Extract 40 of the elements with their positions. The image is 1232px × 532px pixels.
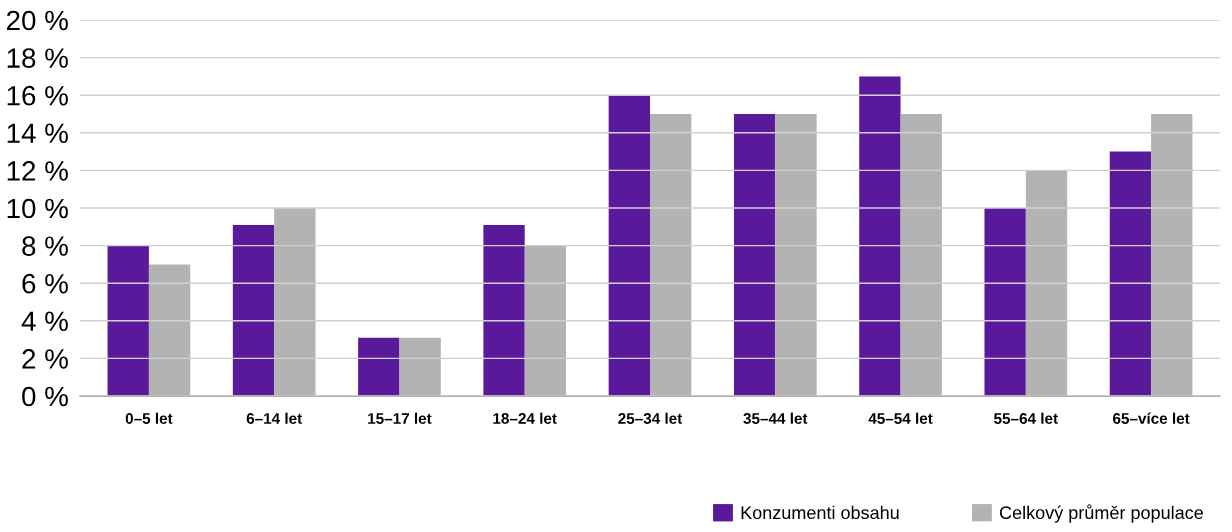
x-tick-label: 55–64 let <box>994 412 1058 424</box>
y-tick-label: 14 % <box>7 123 68 144</box>
bar <box>232 224 275 396</box>
y-tick-label: 8 % <box>22 236 68 256</box>
bar <box>524 245 567 396</box>
bar <box>1109 151 1152 396</box>
x-tick-label: 18–24 let <box>493 412 557 424</box>
x-tick-label: 35–44 let <box>743 412 808 424</box>
y-tick-label: 12 % <box>7 161 68 181</box>
bar <box>107 245 149 396</box>
bar <box>859 76 901 396</box>
x-tick-label: 45–54 let <box>868 412 933 424</box>
bar <box>608 95 650 396</box>
bar <box>148 264 191 396</box>
y-tick-label: 16 % <box>7 85 68 106</box>
x-tick-label: 25–34 let <box>618 412 683 424</box>
bar <box>650 114 692 396</box>
bar <box>1151 114 1193 396</box>
y-tick-label: 0 % <box>22 386 68 407</box>
bar <box>358 337 400 396</box>
y-tick-label: 6 % <box>22 273 68 294</box>
x-tick-label: 0–5 let <box>125 412 173 424</box>
bar <box>274 208 316 396</box>
bar <box>483 224 525 396</box>
bar <box>733 114 776 396</box>
x-tick-label: 15–17 let <box>368 412 432 424</box>
x-tick-label: 65–více let <box>1113 412 1190 424</box>
y-tick-label: 18 % <box>7 48 68 68</box>
legend-label: Konzumenti obsahu <box>741 505 899 520</box>
y-tick-label: 4 % <box>21 311 68 332</box>
legend-label: Celkový průměr populace <box>999 504 1203 523</box>
y-tick-label: 10 % <box>7 198 68 219</box>
bar <box>984 208 1026 396</box>
bar <box>900 114 942 396</box>
y-tick-label: 20 % <box>6 10 68 31</box>
bar <box>1025 170 1068 396</box>
y-tick-label: 2 % <box>22 349 68 369</box>
bar <box>399 337 441 396</box>
bar <box>775 114 817 396</box>
x-tick-label: 6–14 let <box>246 412 303 424</box>
